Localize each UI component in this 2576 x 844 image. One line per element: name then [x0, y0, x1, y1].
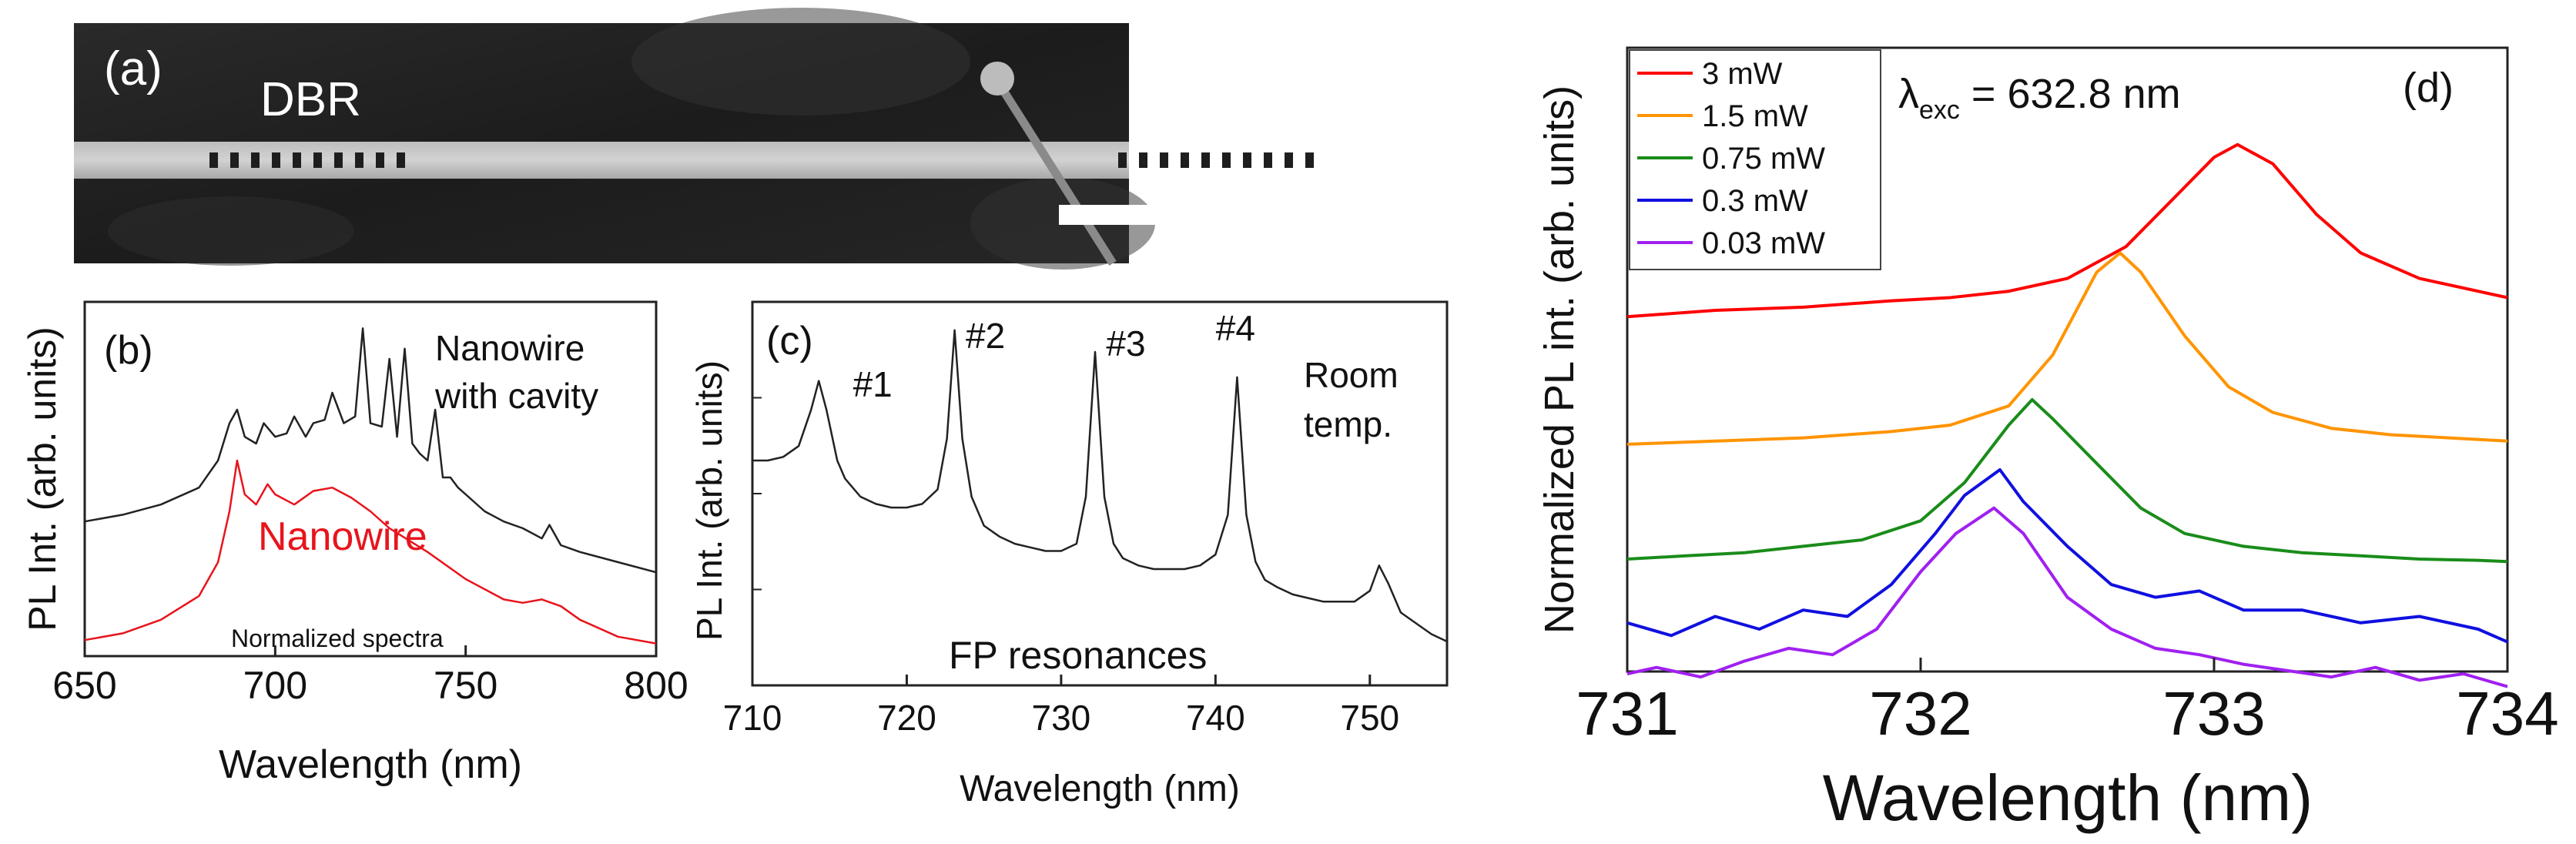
dbr-hole: [272, 152, 280, 168]
peak-label-3: #3: [1106, 323, 1145, 363]
dbr-left-label: DBR: [260, 73, 361, 126]
panel-d-ylabel: Normalized PL int. (arb. units): [1536, 85, 1583, 634]
panel-b-xtick-label: 650: [52, 664, 116, 707]
dbr-right-holes: [1118, 152, 1314, 168]
lambda-symbol: λ: [1898, 71, 1919, 117]
panel-d-series-0-3-mw: [1626, 468, 2508, 644]
panel-d-series-3-mw: [1626, 142, 2508, 319]
dbr-hole: [1201, 152, 1210, 168]
dbr-hole: [209, 152, 218, 168]
dbr-hole: [1139, 152, 1147, 168]
dbr-hole: [1181, 152, 1189, 168]
dbr-right-label: DBR: [1182, 65, 1283, 119]
panel-c: (c) 710 720 730 740 750 #1#2 #3 #4 Room temp. …: [689, 300, 1449, 809]
lambda-value: = 632.8 nm: [1960, 71, 2181, 117]
dbr-hole: [293, 152, 301, 168]
dbr-hole: [1118, 152, 1127, 168]
legend-label: 0.3 mW: [1702, 184, 1808, 218]
panel-c-annotation-room: Room: [1304, 355, 1399, 395]
contact-probe: [993, 79, 1117, 266]
dbr-hole: [334, 152, 343, 168]
panel-c-label: (c): [766, 319, 813, 363]
panel-c-xtick-label: 720: [877, 698, 936, 738]
dbr-hole: [355, 152, 363, 168]
panel-c-annotation-fp: FP resonances: [949, 634, 1207, 677]
panel-b-annotation-nanowire: Nanowire: [258, 514, 427, 559]
nanowire: [74, 142, 1129, 179]
panel-a: (a) DBR DBR 2 μm: [74, 8, 1337, 270]
legend-label: 0.03 mW: [1702, 226, 1825, 260]
panel-d-label: (d): [2403, 65, 2454, 111]
panel-b-ylabel: PL Int. (arb. units): [21, 327, 64, 631]
panel-d-annotation-lambda: λexc = 632.8 nm: [1898, 71, 2181, 125]
panel-d: (d) 731 732 733 734 3 mW 1.5 mW 0.75 mW 0.3 mW…: [1536, 46, 2559, 834]
scale-bar-label: 2 μm: [1192, 182, 1337, 254]
dbr-hole: [1285, 152, 1293, 168]
dbr-left-holes: [209, 152, 405, 168]
panel-c-xtick-label: 730: [1032, 698, 1091, 738]
legend-box: [1629, 49, 1881, 270]
panel-b-annotation-cavity-2: with cavity: [434, 376, 598, 416]
panel-c-xtick-label: 750: [1340, 698, 1399, 738]
dbr-hole: [1264, 152, 1272, 168]
panel-d-xticks: 731 732 733 734: [1576, 658, 2559, 748]
dbr-hole: [1243, 152, 1251, 168]
panel-d-frame: [1626, 46, 2509, 673]
panel-d-xtick-label: 733: [2162, 679, 2265, 748]
panel-c-xticks: 710 720 730 740 750: [723, 397, 1399, 738]
dbr-hole: [1222, 152, 1231, 168]
panel-c-peak-labels: #1 #2 #3 #4: [853, 308, 1255, 404]
panel-b: (b) 650 700 750 800 Nanowire with cavity Na…: [21, 300, 688, 787]
panel-a-label: (a): [104, 42, 162, 95]
panel-c-xtick-label: 740: [1186, 698, 1245, 738]
panel-d-xtick-label: 731: [1576, 679, 1678, 748]
panel-b-xlabel: Wavelength (nm): [219, 742, 522, 787]
dbr-hole: [313, 152, 322, 168]
panel-d-series-0-75-mw: [1626, 398, 2508, 564]
dbr-hole: [376, 152, 384, 168]
panel-c-ylabel: PL Int. (arb. units): [689, 360, 729, 641]
panel-b-annotation-normalized: Normalized spectra: [231, 625, 444, 652]
panel-c-series: [752, 329, 1448, 643]
panel-d-xtick-label: 732: [1869, 679, 1971, 748]
panel-d-legend: 3 mW 1.5 mW 0.75 mW 0.3 mW 0.03 mW: [1629, 49, 1881, 270]
dbr-hole: [251, 152, 260, 168]
dbr-hole: [230, 152, 239, 168]
panel-b-xtick-label: 750: [434, 664, 497, 707]
panel-b-series-nanowire: [84, 459, 657, 645]
peak-label-2: #2: [966, 316, 1005, 356]
panel-b-xticks: 650 700 750 800: [52, 645, 688, 707]
peak-label-1: #1: [853, 364, 893, 404]
panel-b-frame: [83, 300, 658, 658]
panel-b-series-nanowire-with-cavity: [84, 327, 657, 574]
sem-texture: [108, 196, 354, 266]
panel-c-series-pl: [752, 329, 1448, 643]
probe-tip: [980, 62, 1014, 95]
panel-d-series: [1626, 142, 2508, 688]
dbr-hole: [397, 152, 405, 168]
legend-label: 1.5 mW: [1702, 99, 1808, 133]
legend-label: 3 mW: [1702, 57, 1783, 91]
panel-d-xlabel: Wavelength (nm): [1823, 762, 2313, 834]
lambda-subscript: exc: [1919, 95, 1960, 125]
panel-b-xtick-label: 700: [243, 664, 307, 707]
sem-texture: [631, 8, 970, 116]
panel-b-series: [84, 327, 657, 645]
panel-b-xtick-label: 800: [624, 664, 688, 707]
dbr-hole: [1305, 152, 1314, 168]
panel-b-annotation-cavity-1: Nanowire: [435, 328, 585, 368]
panel-c-xtick-label: 710: [723, 698, 782, 738]
scale-bar: [1059, 205, 1173, 225]
panel-c-xlabel: Wavelength (nm): [960, 769, 1240, 809]
peak-label-4: #4: [1216, 308, 1255, 348]
panel-d-xtick-label: 734: [2456, 679, 2558, 748]
dbr-hole: [1160, 152, 1168, 168]
panel-d-series-0-03-mw: [1626, 506, 2508, 688]
panel-c-annotation-temp: temp.: [1304, 404, 1392, 444]
panel-b-label: (b): [104, 328, 153, 373]
panel-d-series-1-5-mw: [1626, 251, 2508, 446]
legend-label: 0.75 mW: [1702, 142, 1825, 176]
